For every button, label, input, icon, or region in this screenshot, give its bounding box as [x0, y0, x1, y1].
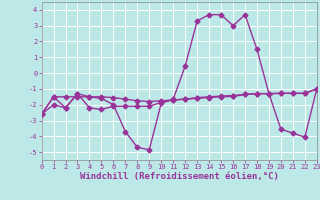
X-axis label: Windchill (Refroidissement éolien,°C): Windchill (Refroidissement éolien,°C): [80, 172, 279, 181]
